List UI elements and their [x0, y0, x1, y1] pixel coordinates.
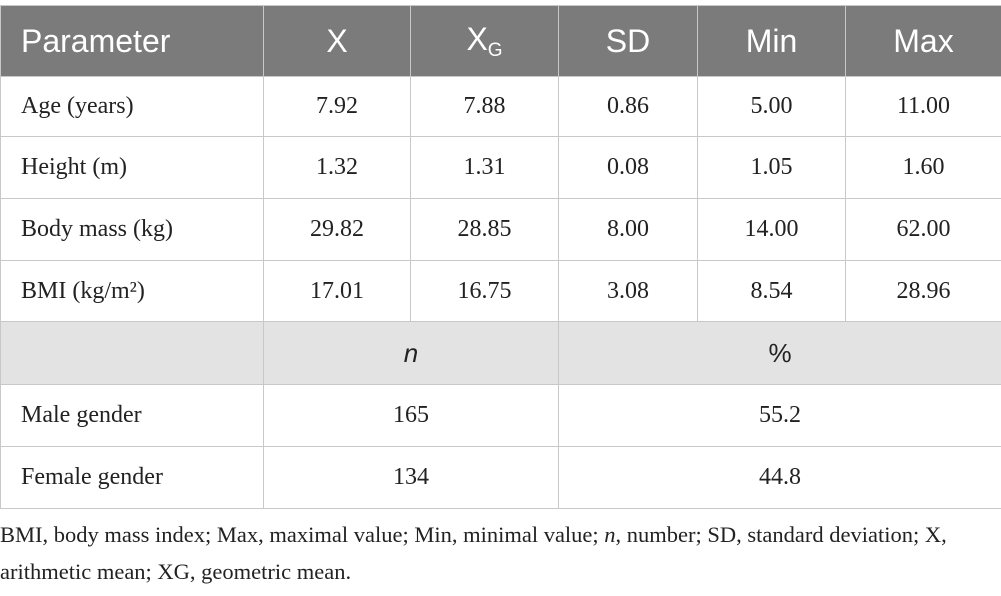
value-cell: 29.82: [263, 198, 411, 261]
value-cell: 8.54: [697, 260, 846, 322]
value-cell: 1.31: [410, 136, 559, 199]
footnote-text: , number; SD, standard deviation; X, ari…: [0, 522, 947, 584]
header-cell: Min: [697, 5, 846, 77]
header-subscript: G: [487, 39, 503, 61]
value-cell: 134: [263, 446, 559, 509]
row-label: Age (years): [0, 76, 264, 137]
header-cell: XG: [410, 5, 559, 77]
header-cell: SD: [558, 5, 698, 77]
value-cell: 0.08: [558, 136, 698, 199]
row-label: Female gender: [0, 446, 264, 509]
data-table: Parameter X XG SD Min Max Age (years) 7.9…: [0, 5, 1001, 509]
footnote-text: BMI, body mass index; Max, maximal value…: [0, 522, 605, 547]
footnote: BMI, body mass index; Max, maximal value…: [0, 516, 1000, 590]
value-cell: 28.85: [410, 198, 559, 261]
value-cell: 28.96: [845, 260, 1001, 322]
value-cell: 44.8: [558, 446, 1001, 509]
value-cell: 16.75: [410, 260, 559, 322]
header-row: Parameter X XG SD Min Max: [0, 5, 1001, 77]
value-cell: 14.00: [697, 198, 846, 261]
header-cell: Parameter: [0, 5, 264, 77]
value-cell: 1.32: [263, 136, 411, 199]
value-cell: 8.00: [558, 198, 698, 261]
subheader-row: n %: [0, 321, 1001, 385]
row-label: Height (m): [0, 136, 264, 199]
value-cell: 0.86: [558, 76, 698, 137]
table-row: Female gender 134 44.8: [0, 446, 1001, 509]
value-cell: 7.92: [263, 76, 411, 137]
header-cell: Max: [845, 5, 1001, 77]
footnote-text: n: [604, 522, 616, 547]
row-label: Body mass (kg): [0, 198, 264, 261]
subheader-cell: n: [263, 321, 559, 385]
value-cell: 1.60: [845, 136, 1001, 199]
value-cell: 1.05: [697, 136, 846, 199]
table-row: Male gender 165 55.2: [0, 384, 1001, 447]
value-cell: 5.00: [697, 76, 846, 137]
subheader-cell: %: [558, 321, 1001, 385]
value-cell: 11.00: [845, 76, 1001, 137]
table-row: Height (m) 1.32 1.31 0.08 1.05 1.60: [0, 136, 1001, 199]
row-label: Male gender: [0, 384, 264, 447]
value-cell: 55.2: [558, 384, 1001, 447]
table-row: Body mass (kg) 29.82 28.85 8.00 14.00 62.00: [0, 198, 1001, 261]
row-label: BMI (kg/m²): [0, 260, 264, 322]
header-text: X: [326, 22, 348, 59]
table-row: BMI (kg/m²) 17.01 16.75 3.08 8.54 28.96: [0, 260, 1001, 322]
header-cell: X: [263, 5, 411, 77]
value-cell: 62.00: [845, 198, 1001, 261]
value-cell: 7.88: [410, 76, 559, 137]
table-body: Age (years) 7.92 7.88 0.86 5.00 11.00 Height (…: [0, 76, 1001, 322]
table-row: Age (years) 7.92 7.88 0.86 5.00 11.00: [0, 76, 1001, 137]
header-text: X: [466, 20, 488, 57]
value-cell: 165: [263, 384, 559, 447]
value-cell: 3.08: [558, 260, 698, 322]
table-body: Male gender 165 55.2 Female gender 134 44.8: [0, 384, 1001, 509]
subheader-cell: [0, 321, 264, 385]
value-cell: 17.01: [263, 260, 411, 322]
